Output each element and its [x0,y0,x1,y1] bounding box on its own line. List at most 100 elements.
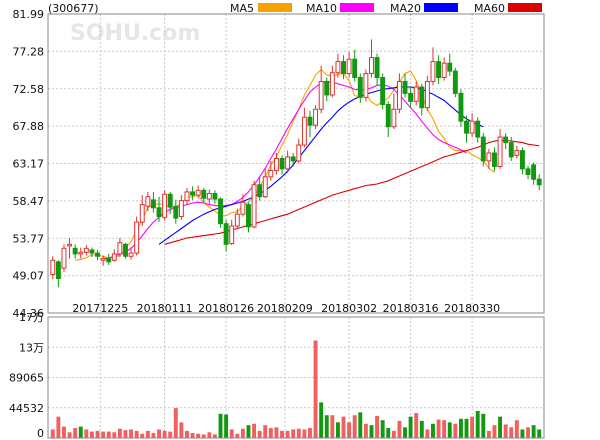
volume-bar [145,430,150,438]
volume-bar [419,420,424,438]
candle-body [223,223,229,245]
price-axis: 81.99 77.28 72.58 67.88 63.17 58.47 53.77 49.07… [13,8,45,320]
candle [436,55,442,84]
volume-bar [263,425,268,438]
volume-bar [363,423,368,438]
date-tick-label: 20171225 [72,302,128,315]
candle [503,133,509,149]
candle-body [262,176,268,198]
candle-body [212,192,218,200]
volume-bar [352,415,357,438]
candle-body [503,136,509,144]
candle [145,191,151,211]
candle [89,247,95,258]
volume-bar [324,415,329,438]
volume-bar [470,416,475,438]
candle-body [413,86,419,102]
volume-bar [403,427,407,438]
candle-body [357,76,363,98]
candle [257,176,263,201]
volume-bar [526,427,530,438]
volume-bar [240,428,245,438]
candle [106,253,112,266]
volume-bar [503,424,508,438]
candle-body [162,193,168,218]
price-tick-label: 49.07 [13,270,45,283]
volume-bar [442,420,447,438]
volume-bar [134,430,139,438]
candle [78,247,84,259]
candle [475,117,481,143]
date-tick-label: 20180126 [198,302,254,315]
candle [55,260,61,288]
candle-body [240,201,246,215]
candle-body [106,258,112,263]
volume-bar [212,434,217,438]
volume-bar [246,425,251,438]
candle-body [178,200,184,218]
candle-body [419,86,425,109]
candle-body [156,207,162,218]
volume-bar [268,428,273,438]
candle-body [111,253,117,261]
candle-body [61,247,67,269]
candle-body [374,57,380,78]
volume-bar [207,432,212,438]
candle-body [184,191,190,202]
candle-body [531,164,537,180]
candle-body [301,116,307,146]
volume-bar [414,413,419,438]
candle [458,89,464,127]
volume-bar [84,429,89,438]
volume-tick-label: 0 [37,427,44,440]
volume-bar [151,433,156,438]
volume-bar [62,426,66,438]
candle-body [296,144,302,162]
volume-bar [173,408,178,438]
candle-body [173,205,179,219]
candle [201,187,207,204]
watermark: SOHU.com [70,21,200,46]
candle [408,87,414,108]
candle [117,237,123,258]
candle [134,216,140,256]
volume-bar [464,418,469,438]
volume-bar [341,416,346,438]
candle-body [78,251,84,255]
candle [173,199,179,224]
volume-bar [140,433,145,438]
candle-body [424,80,430,109]
candle [346,52,352,78]
candle [139,195,145,227]
volume-bar [520,429,525,438]
candle-body [89,249,95,254]
volume-bar [101,431,106,438]
candle [285,150,291,173]
volume-bar [56,416,61,438]
candle [385,101,391,138]
volume-bar [129,429,134,438]
candles [50,39,542,288]
candle [419,83,425,116]
volume-tick-label: 13万 [19,341,44,354]
candle [430,47,436,86]
candle-body [145,196,151,207]
volume-bar [313,340,318,438]
volume-frame [47,316,545,439]
candle [67,237,73,259]
volume-bar [162,430,167,438]
candle [341,55,346,80]
candle [190,186,196,200]
volume-bar [302,429,307,438]
candle [128,247,134,260]
volume-bar [330,415,335,438]
candle-body [279,158,285,170]
stock-code-label: (300677) [48,2,99,15]
volume-bar [106,431,111,438]
volume-bar [408,416,413,438]
volume-bar [224,414,229,438]
candle-body [100,258,106,261]
volume-bar [537,429,542,438]
